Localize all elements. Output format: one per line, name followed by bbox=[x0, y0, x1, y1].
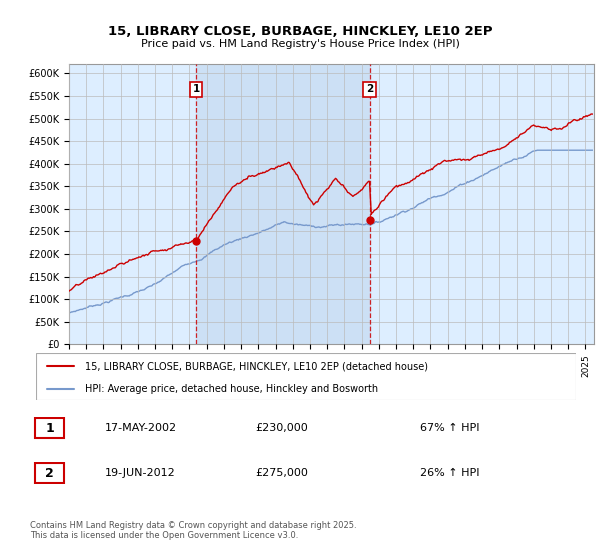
Text: 2: 2 bbox=[45, 466, 54, 480]
FancyBboxPatch shape bbox=[35, 463, 64, 483]
FancyBboxPatch shape bbox=[36, 353, 576, 400]
Text: 15, LIBRARY CLOSE, BURBAGE, HINCKLEY, LE10 2EP: 15, LIBRARY CLOSE, BURBAGE, HINCKLEY, LE… bbox=[108, 25, 492, 38]
Text: Contains HM Land Registry data © Crown copyright and database right 2025.
This d: Contains HM Land Registry data © Crown c… bbox=[30, 521, 356, 540]
Text: £230,000: £230,000 bbox=[256, 423, 308, 433]
Text: HPI: Average price, detached house, Hinckley and Bosworth: HPI: Average price, detached house, Hinc… bbox=[85, 384, 378, 394]
Text: £275,000: £275,000 bbox=[256, 468, 308, 478]
Text: 2: 2 bbox=[366, 84, 373, 94]
Text: 17-MAY-2002: 17-MAY-2002 bbox=[105, 423, 177, 433]
Text: Price paid vs. HM Land Registry's House Price Index (HPI): Price paid vs. HM Land Registry's House … bbox=[140, 39, 460, 49]
Text: 67% ↑ HPI: 67% ↑ HPI bbox=[420, 423, 479, 433]
Text: 1: 1 bbox=[45, 422, 54, 435]
Text: 1: 1 bbox=[193, 84, 200, 94]
Text: 19-JUN-2012: 19-JUN-2012 bbox=[105, 468, 176, 478]
Bar bbox=[196, 64, 370, 344]
Text: 15, LIBRARY CLOSE, BURBAGE, HINCKLEY, LE10 2EP (detached house): 15, LIBRARY CLOSE, BURBAGE, HINCKLEY, LE… bbox=[85, 361, 428, 371]
FancyBboxPatch shape bbox=[35, 418, 64, 438]
Text: 26% ↑ HPI: 26% ↑ HPI bbox=[420, 468, 479, 478]
